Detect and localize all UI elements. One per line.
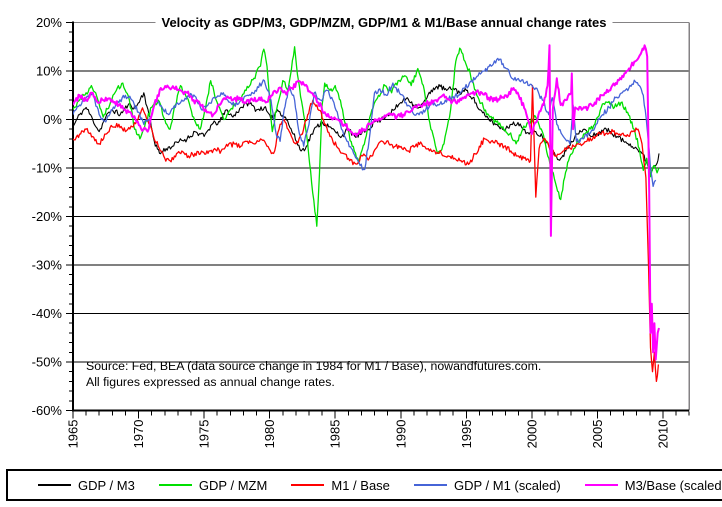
x-tick-label: 2000 bbox=[524, 420, 539, 449]
legend-line-sample bbox=[291, 484, 325, 486]
x-tick-label: 1965 bbox=[66, 420, 81, 449]
y-tick-label: -40% bbox=[32, 306, 63, 321]
x-tick-label: 1990 bbox=[393, 420, 408, 449]
x-axis-ticks bbox=[72, 411, 690, 419]
x-tick-label: 1985 bbox=[328, 420, 343, 449]
legend-label: M1 / Base bbox=[331, 477, 390, 493]
legend-item: GDP / MZM bbox=[158, 477, 268, 493]
x-tick-label: 2005 bbox=[590, 420, 605, 449]
series-line-m1-base bbox=[73, 84, 660, 383]
series-line-gdp-m1-scaled bbox=[73, 57, 657, 188]
legend-label: GDP / M3 bbox=[78, 477, 135, 493]
y-tick-label: 10% bbox=[36, 64, 62, 79]
legend-line-sample bbox=[38, 484, 71, 486]
legend-item: M3/Base (scaled, .1) bbox=[584, 477, 722, 493]
legend-item: M1 / Base bbox=[291, 478, 390, 493]
x-tick-label: 1995 bbox=[459, 420, 474, 449]
series-line-m3-base-scaled-1 bbox=[73, 44, 660, 361]
y-tick-label: -30% bbox=[32, 258, 63, 273]
legend-line-sample bbox=[158, 484, 192, 486]
gridlines bbox=[73, 70, 690, 363]
x-tick-label: 1980 bbox=[262, 420, 277, 449]
source-note-line2: All figures expressed as annual change r… bbox=[86, 375, 335, 389]
x-tick-label: 1970 bbox=[131, 420, 146, 449]
chart-title: Velocity as GDP/M3, GDP/MZM, GDP/M1 & M1… bbox=[155, 15, 613, 30]
legend: GDP / M3 GDP / MZM M1 / Base GDP / M1 (scal… bbox=[6, 469, 722, 501]
legend-item: GDP / M3 bbox=[38, 478, 135, 493]
y-tick-label: 20% bbox=[36, 15, 62, 30]
series-line-gdp-mzm bbox=[73, 46, 660, 227]
y-axis-ticks bbox=[66, 22, 73, 411]
y-tick-label: -20% bbox=[32, 209, 63, 224]
y-tick-label: -50% bbox=[32, 355, 63, 370]
source-note-line1: Source: Fed, BEA (data source change in … bbox=[86, 359, 542, 373]
legend-label: GDP / M1 (scaled) bbox=[453, 477, 561, 493]
y-tick-label: -60% bbox=[32, 403, 63, 418]
legend-label: M3/Base (scaled, .1) bbox=[624, 477, 722, 493]
y-axis-labels: 20% 10% 0% -10% -20% -30% -40% -50% -60% bbox=[32, 15, 63, 418]
legend-line-sample bbox=[584, 484, 618, 486]
legend-label: GDP / MZM bbox=[198, 477, 268, 493]
y-tick-label: 0% bbox=[43, 112, 62, 127]
y-tick-label: -10% bbox=[32, 161, 63, 176]
velocity-line-chart: 20% 10% 0% -10% -20% -30% -40% -50% -60%1965 1970… bbox=[32, 15, 690, 449]
legend-line-sample bbox=[413, 484, 447, 486]
x-tick-label: 1975 bbox=[197, 420, 212, 449]
x-axis-labels: 1965 1970 1975 1980 1985 1990 1995 2000 2005 2010 bbox=[66, 420, 671, 449]
legend-item: GDP / M1 (scaled) bbox=[413, 477, 561, 493]
series-lines bbox=[73, 44, 660, 383]
x-tick-label: 2010 bbox=[655, 420, 670, 449]
